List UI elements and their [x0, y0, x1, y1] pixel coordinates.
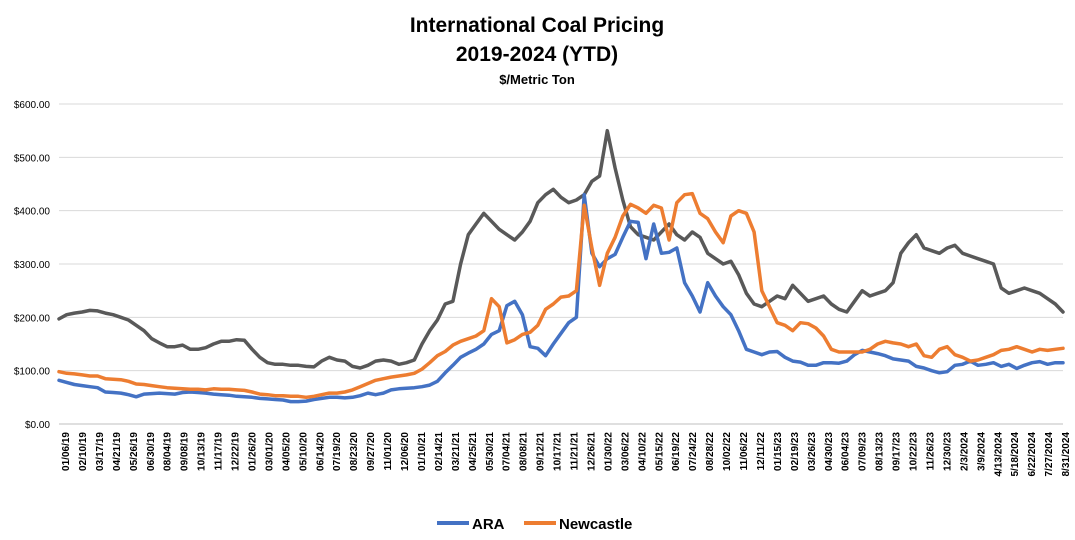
x-axis: 01/06/19 02/10/19 03/17/19 04/21/19 05/26/19…	[61, 432, 1072, 477]
gridlines	[59, 103, 1063, 425]
x-tick-label: 10/17/21	[553, 432, 564, 471]
x-tick-label: 04/21/19	[112, 432, 123, 471]
x-tick-label: 09/08/19	[180, 432, 191, 471]
legend-label: ARA	[472, 516, 505, 533]
x-tick-label: 3/9/2024	[976, 432, 987, 471]
x-tick-label: 07/24/22	[688, 432, 699, 471]
x-tick-label: 01/26/20	[247, 432, 258, 471]
x-tick-label: 07/04/21	[502, 432, 513, 471]
x-tick-label: 08/23/20	[349, 432, 360, 471]
x-tick-label: 8/31/2024	[1061, 432, 1072, 477]
x-tick-label: 05/10/20	[298, 432, 309, 471]
x-tick-label: 02/19/23	[790, 432, 801, 471]
x-tick-label: 04/10/22	[637, 432, 648, 471]
x-tick-label: 06/19/22	[671, 432, 682, 471]
y-axis: $0.00 $100.00 $200.00 $300.00 $400.00 $500.00…	[14, 100, 51, 431]
y-tick-label: $100.00	[14, 367, 51, 378]
x-tick-label: 2/3/2024	[959, 432, 970, 471]
x-tick-label: 03/01/20	[264, 432, 275, 471]
x-tick-label: 09/27/20	[366, 432, 377, 471]
x-tick-label: 12/11/22	[756, 432, 767, 471]
x-tick-label: 10/02/22	[722, 432, 733, 471]
series-line-ara	[57, 192, 1065, 404]
x-tick-label: 08/04/19	[163, 432, 174, 471]
x-tick-label: 01/30/22	[603, 432, 614, 471]
x-tick-label: 04/25/21	[468, 432, 479, 471]
chart-title-line2: 2019-2024 (YTD)	[456, 43, 618, 66]
y-tick-label: $200.00	[14, 313, 51, 324]
x-tick-label: 11/06/22	[739, 432, 750, 471]
y-tick-label: $300.00	[14, 260, 51, 271]
x-tick-label: 06/14/20	[315, 432, 326, 471]
x-tick-label: 05/15/22	[654, 432, 665, 471]
x-tick-label: 08/13/23	[875, 432, 886, 471]
x-tick-label: 03/26/23	[807, 432, 818, 471]
x-tick-label: 10/22/23	[909, 432, 920, 471]
x-tick-label: 11/17/19	[214, 432, 225, 471]
x-tick-label: 02/10/19	[78, 432, 89, 471]
x-tick-label: 03/21/21	[451, 432, 462, 471]
x-tick-label: 01/10/21	[417, 432, 428, 471]
x-tick-label: 09/17/23	[892, 432, 903, 471]
x-tick-label: 03/06/22	[620, 432, 631, 471]
x-tick-label: 09/12/21	[536, 432, 547, 471]
x-tick-label: 11/01/20	[383, 432, 394, 471]
x-tick-label: 01/06/19	[61, 432, 72, 471]
x-tick-label: 06/04/23	[841, 432, 852, 471]
x-tick-label: 11/21/21	[570, 432, 581, 471]
x-tick-label: 07/19/20	[332, 432, 343, 471]
x-tick-label: 07/09/23	[858, 432, 869, 471]
x-tick-label: 04/30/23	[824, 432, 835, 471]
x-tick-label: 6/22/2024	[1027, 432, 1038, 477]
x-tick-label: 12/06/20	[400, 432, 411, 471]
x-tick-label: 05/26/19	[129, 432, 140, 471]
y-tick-label: $400.00	[14, 207, 51, 218]
x-tick-label: 04/05/20	[281, 432, 292, 471]
x-tick-label: 12/30/23	[942, 432, 953, 471]
y-tick-label: $600.00	[14, 100, 51, 111]
legend-label: Newcastle	[559, 516, 632, 533]
x-tick-label: 08/08/21	[519, 432, 530, 471]
y-tick-label: $0.00	[25, 420, 50, 431]
x-tick-label: 01/15/23	[773, 432, 784, 471]
x-tick-label: 5/18/2024	[1010, 432, 1021, 477]
x-tick-label: 12/22/19	[231, 432, 242, 471]
x-tick-label: 05/30/21	[485, 432, 496, 471]
series-lines	[57, 128, 1065, 404]
x-tick-label: 7/27/2024	[1044, 432, 1055, 477]
x-tick-label: 10/13/19	[197, 432, 208, 471]
y-tick-label: $500.00	[14, 153, 51, 164]
legend: ARA Newcastle	[437, 516, 632, 533]
x-tick-label: 03/17/19	[95, 432, 106, 471]
x-tick-label: 06/30/19	[146, 432, 157, 471]
series-line-newcastle	[57, 191, 1065, 400]
x-tick-label: 08/28/22	[705, 432, 716, 471]
x-tick-label: 12/26/21	[586, 432, 597, 471]
chart-title-line1: International Coal Pricing	[410, 14, 664, 37]
series-line-series-3	[57, 128, 1065, 370]
x-tick-label: 02/14/21	[434, 432, 445, 471]
x-tick-label: 4/13/2024	[993, 432, 1004, 477]
x-tick-label: 11/26/23	[925, 432, 936, 471]
chart-subtitle: $/Metric Ton	[499, 72, 575, 87]
